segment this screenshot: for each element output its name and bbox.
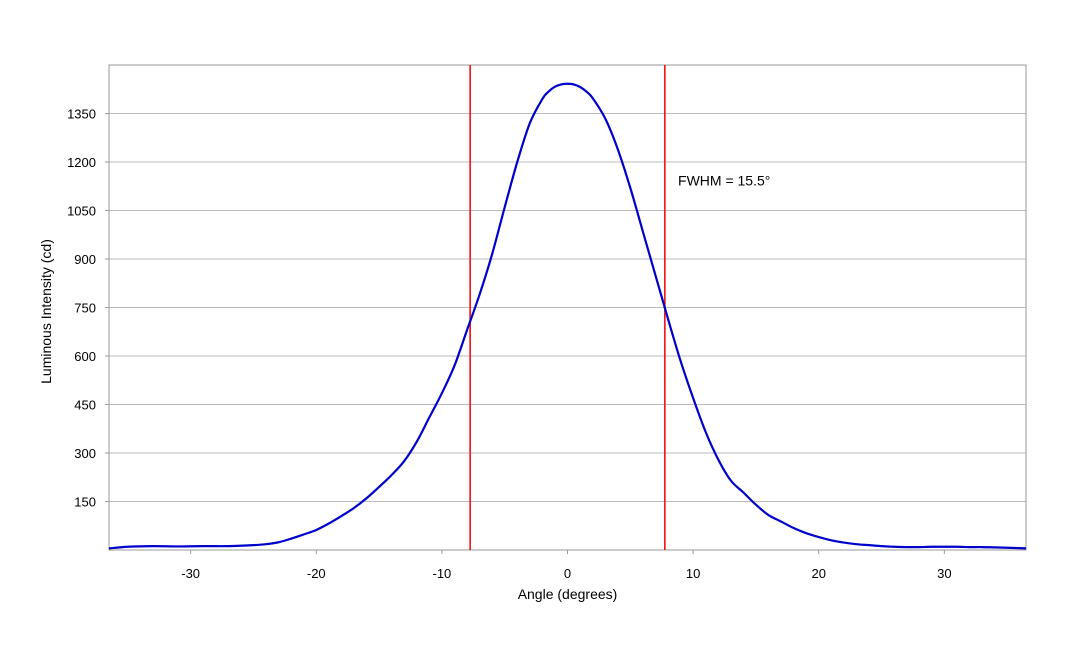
y-tick-label: 750 xyxy=(74,301,96,316)
y-tick-label: 1050 xyxy=(67,204,96,219)
x-tick-label: 30 xyxy=(937,566,951,581)
x-tick-label: 0 xyxy=(564,566,571,581)
y-tick-label: 900 xyxy=(74,252,96,267)
fwhm-annotation: FWHM = 15.5° xyxy=(678,172,770,188)
y-axis-title: Luminous Intensity (cd) xyxy=(38,239,54,384)
intensity-curve xyxy=(108,82,1027,550)
x-tick-label: -20 xyxy=(307,566,326,581)
y-tick-label: 600 xyxy=(74,349,96,364)
x-axis-title: Angle (degrees) xyxy=(518,586,618,602)
x-tick-label: -10 xyxy=(432,566,451,581)
x-axis-ticks: -30 -20 -10 0 10 20 30 xyxy=(181,550,952,581)
y-tick-label: 1200 xyxy=(67,155,96,170)
annotations: FWHM = 15.5° xyxy=(678,172,770,188)
x-tick-label: 10 xyxy=(686,566,700,581)
y-tick-label: 1350 xyxy=(67,107,96,122)
y-tick-label: 450 xyxy=(74,398,96,413)
data-series xyxy=(108,82,1027,550)
y-axis-ticks: 150 300 450 600 750 900 1050 1200 1350 xyxy=(67,107,109,510)
x-tick-label: 20 xyxy=(811,566,825,581)
y-tick-label: 300 xyxy=(74,446,96,461)
y-tick-label: 150 xyxy=(74,495,96,510)
x-tick-label: -30 xyxy=(181,566,200,581)
grid-lines xyxy=(109,113,1026,502)
